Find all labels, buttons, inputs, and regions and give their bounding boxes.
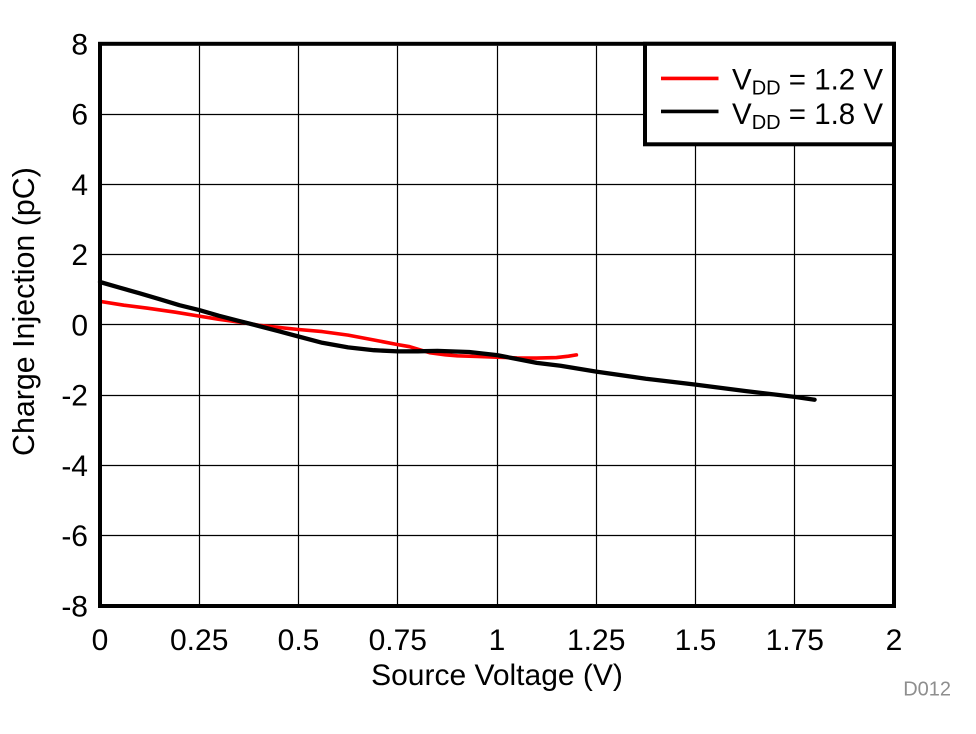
svg-text:-2: -2 (61, 380, 88, 413)
svg-text:2: 2 (886, 624, 903, 657)
svg-text:1.25: 1.25 (567, 624, 625, 657)
svg-text:0.5: 0.5 (278, 624, 320, 657)
svg-text:2: 2 (71, 239, 88, 272)
svg-text:Charge Injection (pC): Charge Injection (pC) (7, 167, 41, 456)
svg-text:-8: -8 (61, 591, 88, 624)
svg-text:1.75: 1.75 (766, 624, 824, 657)
svg-text:0: 0 (92, 624, 109, 657)
svg-text:Source Voltage (V): Source Voltage (V) (371, 659, 623, 692)
svg-text:D012: D012 (903, 679, 951, 701)
svg-text:0.75: 0.75 (369, 624, 427, 657)
svg-text:1.5: 1.5 (675, 624, 717, 657)
svg-text:4: 4 (71, 169, 88, 202)
svg-text:-6: -6 (61, 520, 88, 553)
svg-text:0: 0 (71, 309, 88, 342)
svg-text:0.25: 0.25 (170, 624, 228, 657)
svg-text:-4: -4 (61, 450, 88, 483)
svg-text:8: 8 (71, 28, 88, 61)
svg-text:1: 1 (489, 624, 506, 657)
svg-text:6: 6 (71, 99, 88, 132)
